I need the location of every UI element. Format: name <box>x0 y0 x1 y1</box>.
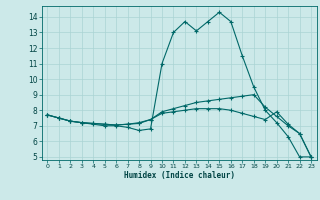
X-axis label: Humidex (Indice chaleur): Humidex (Indice chaleur) <box>124 171 235 180</box>
